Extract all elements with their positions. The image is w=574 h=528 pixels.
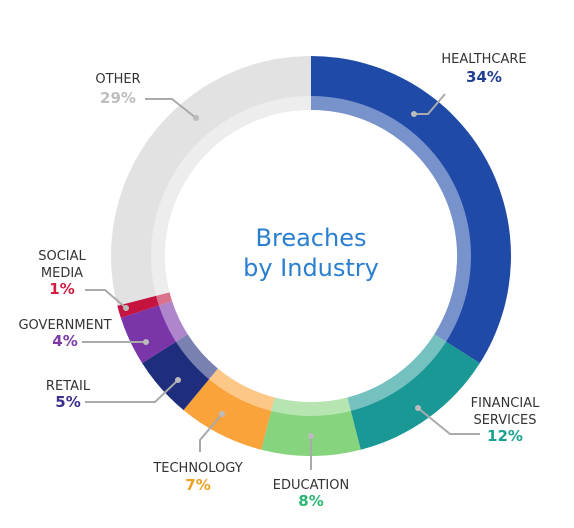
slice: [261, 397, 361, 457]
slice: [311, 56, 511, 364]
donut: [110, 56, 511, 457]
category-label: GOVERNMENT: [18, 318, 111, 333]
slice: [117, 292, 173, 318]
inner-band: [151, 96, 471, 416]
category-label: EDUCATION: [273, 478, 349, 493]
category-label: SOCIAL MEDIA: [38, 249, 86, 281]
value-label: 12%: [487, 427, 523, 445]
leader-dot: [219, 411, 225, 417]
chart-title: Breaches by Industry: [243, 224, 379, 282]
leader-line: [417, 407, 480, 435]
leader-line: [145, 98, 197, 119]
leader-dot: [143, 339, 149, 345]
slice: [183, 368, 275, 450]
value-label: 4%: [52, 332, 77, 350]
value-label: 29%: [100, 89, 136, 107]
leader-dot: [415, 405, 421, 411]
value-label: 7%: [185, 476, 210, 494]
category-label: TECHNOLOGY: [152, 461, 242, 476]
category-label: OTHER: [95, 72, 140, 87]
slice: [110, 56, 311, 306]
leader-dot: [175, 377, 181, 383]
category-label: FINANCIAL SERVICES: [471, 396, 540, 428]
leader-line: [414, 93, 446, 115]
value-label: 5%: [55, 393, 80, 411]
value-label: 34%: [466, 68, 502, 86]
leader-dot: [308, 433, 314, 439]
slice: [120, 301, 188, 364]
leader-line: [85, 289, 127, 309]
value-label: 1%: [49, 280, 74, 298]
leader-dot: [123, 305, 129, 311]
leader-line: [85, 379, 179, 403]
slice: [347, 334, 480, 450]
category-label: RETAIL: [46, 379, 91, 394]
slice: [142, 334, 218, 411]
leader-dot: [411, 111, 417, 117]
hole: [165, 110, 457, 402]
leader-dot: [193, 115, 199, 121]
category-label: HEALTHCARE: [441, 52, 526, 67]
leader-line: [199, 413, 223, 452]
value-label: 8%: [298, 492, 323, 510]
